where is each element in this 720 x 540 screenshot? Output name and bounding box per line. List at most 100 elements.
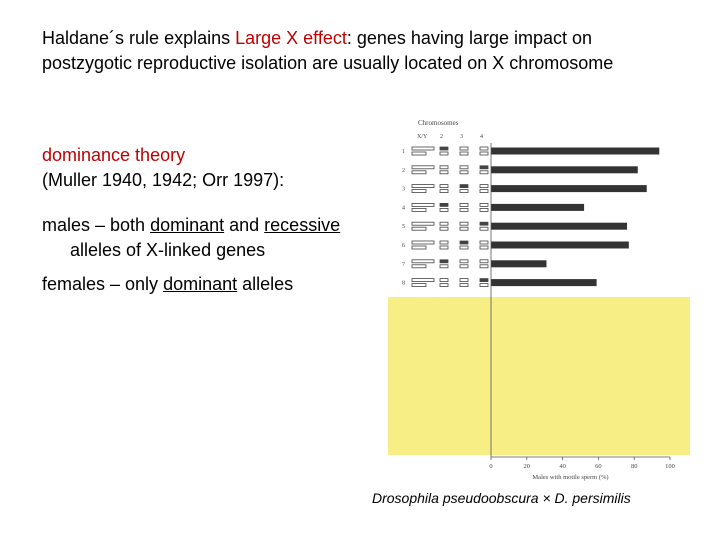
autosome-mark: [439, 283, 449, 288]
x-chromosome-mark: [411, 221, 435, 226]
figure-header: Chromosomes X/Y 2 3 4: [417, 119, 483, 140]
row-label: 5: [402, 224, 405, 230]
figure-caption: Drosophila pseudoobscura × D. persimilis: [372, 490, 631, 506]
x-tick-label: 40: [559, 463, 566, 470]
autosome-mark: [439, 151, 449, 156]
column-label: X/Y: [417, 134, 428, 140]
autosome-mark: [439, 146, 449, 151]
autosome-mark: [459, 170, 469, 175]
sperm-motility-bar: [491, 203, 585, 211]
autosome-mark: [459, 165, 469, 170]
sperm-motility-bar: [491, 260, 547, 268]
x-tick-label: 20: [524, 463, 531, 470]
autosome-mark: [479, 208, 489, 212]
row-label: 8: [402, 281, 405, 287]
row-label: 2: [402, 168, 405, 174]
row-label: 1: [402, 149, 405, 155]
autosome-mark: [479, 278, 489, 283]
chromosome-row: 2: [402, 165, 638, 175]
autosome-mark: [439, 165, 449, 170]
figure-x-axis: 0 20 40 60 80 100 Males with motile sperm (%): [489, 143, 675, 481]
autosome-mark: [479, 264, 489, 269]
dominance-refs: (Muller 1940, 1942; Orr 1997):: [42, 170, 285, 190]
row-label: 7: [402, 262, 405, 268]
autosome-mark: [439, 240, 449, 245]
females-block: females – only dominant alleles: [42, 272, 293, 297]
chromosome-row: 1: [402, 146, 660, 156]
slide-title: Haldane´s rule explains Large X effect: …: [42, 26, 702, 76]
females-post: alleles: [237, 274, 294, 294]
autosome-mark: [479, 221, 489, 226]
dominance-block: dominance theory (Muller 1940, 1942; Orr…: [42, 143, 284, 193]
autosome-mark: [479, 146, 489, 151]
autosome-mark: [459, 240, 469, 245]
x-tick-label: 100: [665, 463, 675, 470]
column-label: 4: [480, 134, 483, 140]
title-highlight: Large X effect: [235, 28, 347, 48]
y-chromosome-mark: [411, 283, 427, 288]
sperm-motility-bar: [491, 279, 597, 287]
title-text-end: : genes having large impact on: [346, 28, 593, 48]
autosome-mark: [479, 203, 489, 207]
y-chromosome-mark: [411, 170, 427, 175]
autosome-mark: [439, 259, 449, 264]
x-tick-label: 80: [631, 463, 638, 470]
x-chromosome-mark: [411, 165, 435, 170]
y-chromosome-mark: [411, 151, 427, 156]
autosome-mark: [459, 151, 469, 156]
x-chromosome-mark: [411, 259, 435, 264]
sperm-motility-bar: [491, 147, 660, 155]
column-label: 3: [460, 134, 463, 140]
chromosome-row: 8: [402, 278, 597, 288]
y-chromosome-mark: [411, 226, 427, 231]
sperm-motility-bar: [491, 185, 647, 193]
dominance-heading: dominance theory: [42, 145, 186, 165]
sperm-motility-bar: [491, 166, 638, 174]
males-dominant: dominant: [150, 215, 225, 235]
autosome-mark: [459, 245, 469, 250]
autosome-mark: [479, 283, 489, 288]
y-chromosome-mark: [411, 208, 427, 212]
y-chromosome-mark: [411, 264, 427, 269]
y-chromosome-mark: [411, 245, 427, 250]
autosome-mark: [459, 278, 469, 283]
chromosome-row: 5: [402, 221, 628, 231]
autosome-mark: [459, 203, 469, 207]
autosome-mark: [459, 208, 469, 212]
autosome-mark: [459, 189, 469, 193]
autosome-mark: [459, 259, 469, 264]
males-block: males – both dominant and recessive alle…: [42, 213, 340, 263]
x-axis-label: Males with motile sperm (%): [532, 474, 608, 481]
males-mid: and: [224, 215, 265, 235]
x-tick-label: 0: [489, 463, 492, 470]
autosome-mark: [479, 165, 489, 170]
autosome-mark: [479, 151, 489, 156]
males-recessive: recessive: [264, 215, 341, 235]
sperm-motility-bar: [491, 241, 629, 249]
autosome-mark: [439, 189, 449, 193]
autosome-mark: [459, 264, 469, 269]
autosome-mark: [439, 264, 449, 269]
autosome-mark: [459, 146, 469, 151]
row-label: 6: [402, 243, 405, 249]
chromosome-row: 4: [402, 203, 585, 212]
autosome-mark: [459, 221, 469, 226]
autosome-mark: [479, 189, 489, 193]
autosome-mark: [439, 278, 449, 283]
title-text: Haldane´s rule explains: [42, 28, 236, 48]
autosome-mark: [439, 184, 449, 188]
autosome-mark: [439, 245, 449, 250]
row-label: 4: [402, 205, 405, 211]
autosome-mark: [459, 226, 469, 231]
autosome-mark: [439, 226, 449, 231]
autosome-mark: [439, 221, 449, 226]
males-pre: males – both: [42, 215, 151, 235]
autosome-mark: [479, 170, 489, 175]
figure-header-text: Chromosomes: [418, 119, 459, 127]
females-pre: females – only: [42, 274, 164, 294]
autosome-mark: [479, 226, 489, 231]
chromosome-row: 3: [402, 184, 647, 193]
chromosome-row: 6: [402, 240, 629, 250]
autosome-mark: [459, 184, 469, 188]
autosome-mark: [439, 170, 449, 175]
